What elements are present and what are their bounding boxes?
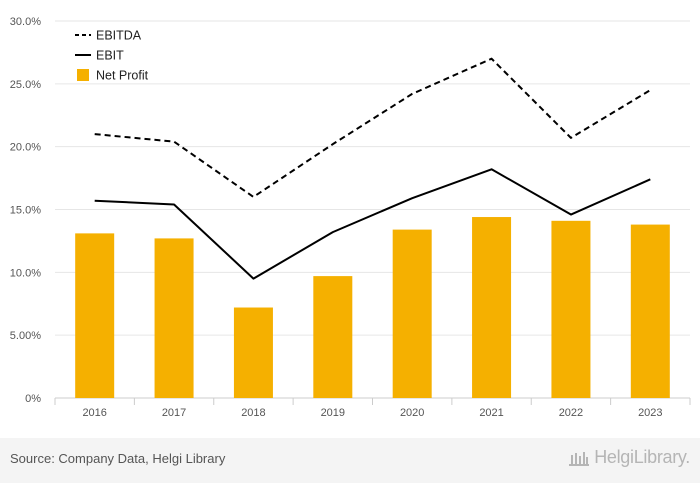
x-tick-label: 2023 — [638, 407, 662, 419]
bar-net-profit — [472, 217, 512, 398]
legend: EBITDA EBIT Net Profit — [75, 29, 149, 83]
x-tick-label: 2017 — [162, 407, 186, 419]
x-tick-label: 2016 — [82, 407, 106, 419]
bar-net-profit — [630, 224, 670, 398]
y-tick-label: 15.0% — [10, 205, 41, 217]
library-building-icon — [569, 451, 590, 466]
x-tick-label: 2022 — [559, 407, 583, 419]
y-tick-label: 30.0% — [10, 16, 41, 28]
bar-net-profit — [154, 238, 194, 398]
y-tick-label: 20.0% — [10, 142, 41, 154]
y-tick-label: 0% — [25, 393, 41, 405]
y-tick-label: 10.0% — [10, 267, 41, 279]
bar-net-profit — [233, 307, 273, 398]
x-tick-label: 2018 — [241, 407, 265, 419]
line-ebit — [94, 168, 651, 280]
x-tick-label: 2020 — [400, 407, 424, 419]
bar-net-profit — [392, 229, 432, 398]
y-tick-label: 25.0% — [10, 79, 41, 91]
legend-label-net-profit: Net Profit — [96, 69, 149, 83]
footer: Source: Company Data, Helgi Library Helg… — [0, 438, 700, 483]
bar-net-profit — [313, 276, 353, 398]
legend-label-ebit: EBIT — [96, 49, 124, 63]
legend-label-ebitda: EBITDA — [96, 29, 142, 43]
y-tick-label: 5.00% — [10, 330, 41, 342]
helgi-library-logo[interactable]: HelgiLibrary. — [568, 447, 690, 468]
chart-area: 0% 5.00% 10.0% 15.0% 20.0% 25.0% 30.0% 2016 2017… — [10, 16, 691, 419]
source-note: Source: Company Data, Helgi Library — [10, 451, 226, 466]
x-tick-label: 2019 — [321, 407, 345, 419]
x-tick-label: 2021 — [479, 407, 503, 419]
logo-text: HelgiLibrary. — [594, 447, 690, 467]
bar-net-profit — [551, 220, 591, 398]
line-ebitda — [94, 57, 651, 198]
bar-net-profit — [75, 233, 115, 398]
legend-swatch-net-profit — [77, 69, 89, 81]
